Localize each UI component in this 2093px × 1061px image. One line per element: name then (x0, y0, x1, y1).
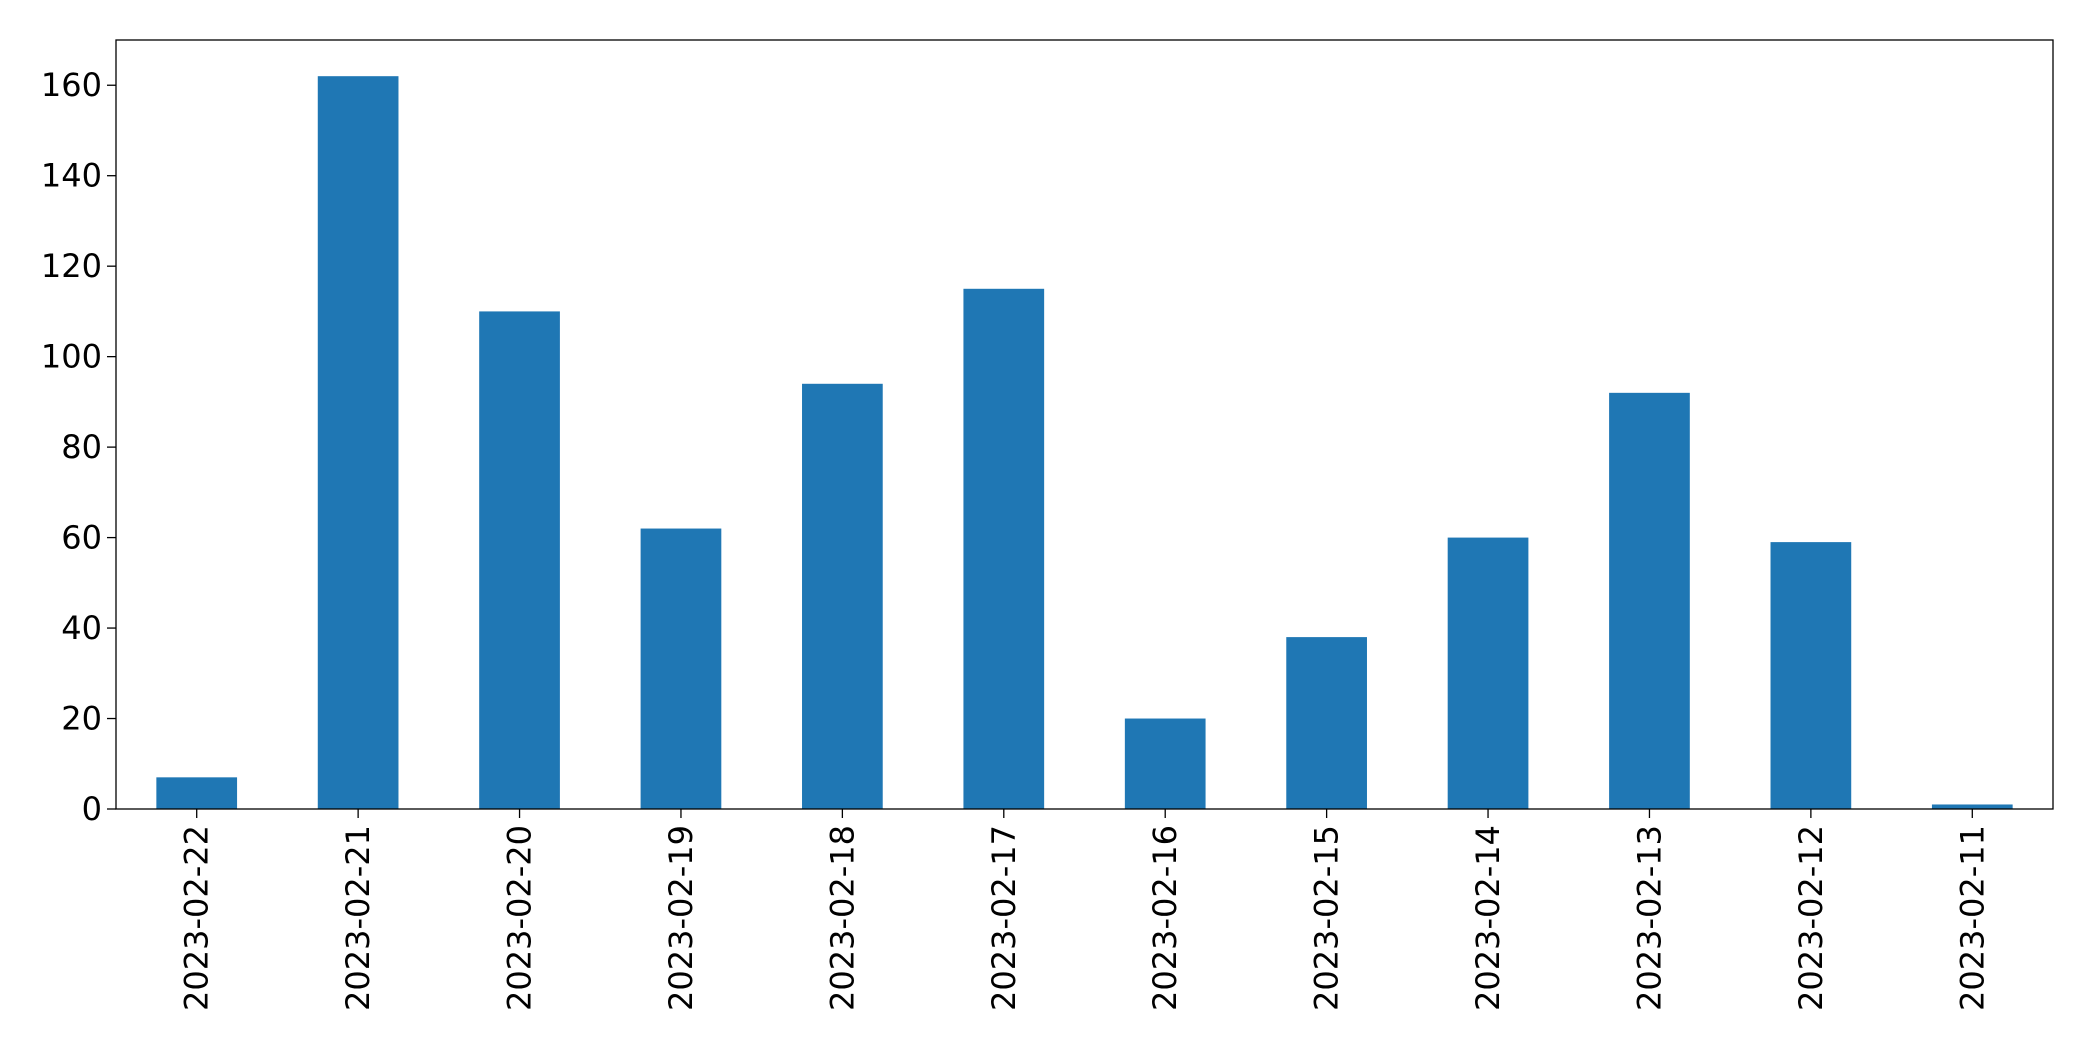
x-tick-label: 2023-02-18 (823, 825, 861, 1011)
y-tick-label: 60 (61, 519, 102, 557)
y-tick-label: 100 (41, 338, 102, 376)
x-tick-label: 2023-02-15 (1308, 825, 1346, 1011)
bar (963, 288, 1045, 809)
bar (802, 383, 883, 809)
y-tick-label: 80 (61, 428, 102, 466)
y-tick-label: 160 (41, 66, 102, 104)
x-tick-label: 2023-02-20 (501, 825, 539, 1011)
y-tick-label: 120 (41, 247, 102, 285)
bar (1770, 542, 1852, 809)
y-tick-label: 0 (82, 790, 102, 828)
bar (1286, 637, 1367, 809)
x-tick-label: 2023-02-12 (1792, 825, 1830, 1011)
x-tick-label: 2023-02-13 (1630, 825, 1668, 1011)
bar (317, 76, 399, 809)
y-tick-label: 20 (61, 700, 102, 738)
y-tick-label: 140 (41, 157, 102, 195)
x-tick-label: 2023-02-17 (985, 825, 1023, 1011)
bar (1931, 804, 2013, 809)
bar (1447, 537, 1529, 809)
bar (1609, 392, 1690, 809)
bar (479, 311, 560, 809)
x-tick-label: 2023-02-19 (662, 825, 700, 1011)
plot-frame (115, 39, 2054, 810)
bar (640, 528, 722, 809)
x-tick-label: 2023-02-14 (1469, 825, 1507, 1011)
x-tick-label: 2023-02-22 (178, 825, 216, 1011)
x-tick-label: 2023-02-21 (339, 825, 377, 1011)
bar (156, 777, 238, 809)
y-tick-label: 40 (61, 609, 102, 647)
bar (1124, 718, 1206, 809)
x-tick-label: 2023-02-16 (1146, 825, 1184, 1011)
x-tick-label: 2023-02-11 (1953, 825, 1991, 1011)
